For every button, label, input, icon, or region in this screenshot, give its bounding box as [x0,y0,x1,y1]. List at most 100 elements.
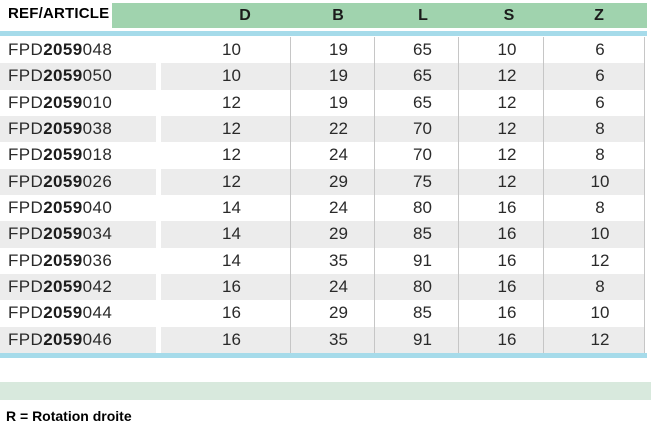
value-cell-d: 12 [161,168,290,195]
value-cell-s: 16 [458,221,543,248]
value-cell-s: 16 [458,194,543,222]
column-gap [156,326,161,353]
value-cell-z: 8 [543,142,645,169]
value-cell-d: 14 [161,247,290,274]
value-cell-z: 12 [543,326,645,353]
value-cell-d: 10 [161,37,290,64]
value-cell-s: 12 [458,89,543,116]
column-header-l: L [418,6,428,24]
value-cell-z: 10 [543,300,645,327]
value-cell-l: 75 [374,168,458,195]
table-row: FPD 2059 044 16 29 85 16 10 [0,300,646,327]
value-cell-s: 16 [458,247,543,274]
value-cell-b: 19 [290,89,374,116]
value-cell-b: 19 [290,37,374,64]
value-cell-d: 10 [161,63,290,90]
ref-cell: FPD 2059 026 [0,168,156,195]
value-cell-d: 16 [161,326,290,353]
ref-cell: FPD 2059 046 [0,326,156,353]
ref-cell: FPD 2059 010 [0,89,156,116]
value-cell-z: 8 [543,194,645,222]
value-cell-l: 85 [374,221,458,248]
column-gap [156,273,161,301]
value-cell-l: 80 [374,273,458,301]
table-row: FPD 2059 042 16 24 80 16 8 [0,273,646,301]
ref-cell: FPD 2059 050 [0,63,156,90]
value-cell-b: 35 [290,247,374,274]
ref-cell: FPD 2059 042 [0,273,156,301]
value-cell-s: 12 [458,142,543,169]
footer-green-bar [0,382,651,400]
value-cell-b: 29 [290,168,374,195]
value-cell-z: 6 [543,63,645,90]
column-gap [156,89,161,116]
value-cell-l: 70 [374,115,458,143]
value-cell-l: 91 [374,326,458,353]
table-row: FPD 2059 050 10 19 65 12 6 [0,63,646,90]
value-cell-d: 12 [161,142,290,169]
value-cell-b: 22 [290,115,374,143]
value-cell-d: 14 [161,194,290,222]
column-gap [156,247,161,274]
value-cell-b: 29 [290,300,374,327]
rotation-note: R = Rotation droite [6,408,132,424]
column-gap [156,168,161,195]
column-gap [156,221,161,248]
table-row: FPD 2059 010 12 19 65 12 6 [0,89,646,116]
header-divider-line [0,31,647,36]
value-cell-d: 14 [161,221,290,248]
value-cell-z: 12 [543,247,645,274]
ref-cell: FPD 2059 044 [0,300,156,327]
value-cell-d: 12 [161,115,290,143]
column-gap [156,115,161,143]
value-cell-s: 12 [458,115,543,143]
value-cell-b: 35 [290,326,374,353]
column-gap [156,63,161,90]
value-cell-z: 8 [543,273,645,301]
column-gap [156,37,161,64]
value-cell-s: 16 [458,326,543,353]
value-cell-b: 19 [290,63,374,90]
ref-cell: FPD 2059 036 [0,247,156,274]
value-cell-b: 24 [290,194,374,222]
column-header-s: S [503,6,515,24]
column-gap [156,142,161,169]
ref-cell: FPD 2059 034 [0,221,156,248]
table-row: FPD 2059 040 14 24 80 16 8 [0,194,646,222]
table-row: FPD 2059 036 14 35 91 16 12 [0,247,646,274]
ref-cell: FPD 2059 040 [0,194,156,222]
value-cell-s: 10 [458,37,543,64]
column-gap [156,194,161,222]
value-cell-l: 91 [374,247,458,274]
column-gap [156,300,161,327]
column-header-b: B [332,6,344,24]
ref-article-header: REF/ARTICLE [8,5,110,22]
value-cell-l: 65 [374,37,458,64]
value-cell-s: 12 [458,63,543,90]
value-cell-d: 16 [161,273,290,301]
value-cell-s: 12 [458,168,543,195]
value-cell-b: 24 [290,142,374,169]
ref-cell: FPD 2059 038 [0,115,156,143]
value-cell-b: 24 [290,273,374,301]
value-cell-l: 85 [374,300,458,327]
value-cell-z: 10 [543,168,645,195]
value-cell-l: 65 [374,89,458,116]
value-cell-z: 8 [543,115,645,143]
table-body: FPD 2059 048 10 19 65 10 6 FPD 2059 050 10 19 65 12 6 FP… [0,37,646,353]
table-row: FPD 2059 048 10 19 65 10 6 [0,37,646,64]
table-row: FPD 2059 046 16 35 91 16 12 [0,326,646,353]
value-cell-l: 70 [374,142,458,169]
ref-cell: FPD 2059 018 [0,142,156,169]
column-header-d: D [239,6,251,24]
table-bottom-line [0,353,647,358]
value-cell-s: 16 [458,300,543,327]
table-row: FPD 2059 018 12 24 70 12 8 [0,142,646,169]
table-row: FPD 2059 034 14 29 85 16 10 [0,221,646,248]
value-cell-z: 6 [543,89,645,116]
value-cell-d: 16 [161,300,290,327]
table-row: FPD 2059 026 12 29 75 12 10 [0,168,646,195]
value-cell-l: 80 [374,194,458,222]
